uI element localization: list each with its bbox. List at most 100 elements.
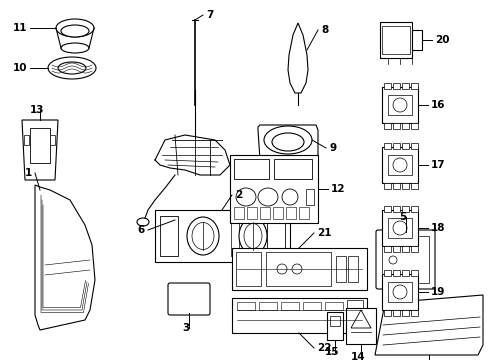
Bar [272, 207, 283, 219]
Ellipse shape [392, 98, 406, 112]
Bar [411, 30, 421, 50]
Bar [305, 189, 313, 205]
Bar [401, 123, 408, 129]
Bar [410, 270, 417, 276]
Ellipse shape [392, 158, 406, 172]
Bar [383, 123, 390, 129]
Bar [259, 302, 276, 310]
Bar [381, 26, 409, 54]
Text: 16: 16 [430, 100, 445, 110]
Text: 6: 6 [138, 225, 145, 235]
Bar [326, 312, 342, 340]
Text: 18: 18 [430, 223, 445, 233]
Bar [410, 183, 417, 189]
FancyBboxPatch shape [168, 283, 209, 315]
Ellipse shape [48, 57, 96, 79]
Bar [392, 206, 399, 212]
Bar [387, 95, 411, 115]
Ellipse shape [61, 25, 89, 37]
Bar [383, 310, 390, 316]
Bar [379, 22, 411, 58]
Bar [383, 270, 390, 276]
Text: 21: 21 [316, 228, 331, 238]
Polygon shape [374, 295, 482, 355]
Text: 14: 14 [350, 352, 365, 360]
Bar [401, 206, 408, 212]
Text: 17: 17 [430, 160, 445, 170]
Bar [24, 135, 29, 145]
Bar [410, 123, 417, 129]
Ellipse shape [236, 188, 256, 206]
Text: 12: 12 [330, 184, 345, 194]
Ellipse shape [282, 189, 297, 205]
Bar [325, 302, 342, 310]
Bar [329, 316, 339, 326]
Bar [401, 270, 408, 276]
Bar [50, 135, 55, 145]
Text: 11: 11 [13, 23, 27, 33]
Ellipse shape [392, 285, 406, 299]
Polygon shape [258, 125, 317, 160]
Bar [392, 310, 399, 316]
Polygon shape [22, 120, 58, 180]
Text: 19: 19 [430, 287, 445, 297]
Ellipse shape [56, 19, 94, 37]
Text: 10: 10 [13, 63, 27, 73]
Ellipse shape [192, 222, 214, 249]
Ellipse shape [244, 224, 262, 248]
Bar [392, 270, 399, 276]
Text: 5: 5 [399, 212, 406, 222]
FancyBboxPatch shape [375, 230, 434, 289]
Bar [401, 83, 408, 89]
Bar [160, 216, 178, 256]
Ellipse shape [264, 126, 311, 154]
Bar [381, 236, 428, 283]
Bar [387, 155, 411, 175]
Bar [231, 248, 366, 290]
Bar [346, 300, 362, 331]
Bar [410, 246, 417, 252]
Bar [273, 159, 311, 179]
Text: 7: 7 [205, 10, 213, 20]
Bar [281, 302, 298, 310]
Bar [30, 128, 50, 163]
Bar [234, 207, 244, 219]
Bar [383, 183, 390, 189]
Text: 9: 9 [328, 143, 335, 153]
Bar [392, 246, 399, 252]
Bar [392, 143, 399, 149]
Polygon shape [350, 310, 370, 328]
Ellipse shape [61, 43, 89, 53]
Polygon shape [35, 185, 95, 330]
Bar [260, 207, 269, 219]
Bar [383, 246, 390, 252]
Text: 8: 8 [320, 25, 327, 35]
Ellipse shape [392, 221, 406, 235]
Ellipse shape [239, 218, 266, 254]
Bar [335, 256, 346, 282]
Bar [383, 206, 390, 212]
Ellipse shape [271, 133, 304, 151]
Ellipse shape [388, 256, 396, 264]
Bar [381, 147, 417, 183]
Bar [392, 183, 399, 189]
Bar [383, 83, 390, 89]
Text: 22: 22 [316, 343, 331, 353]
Bar [246, 207, 257, 219]
Ellipse shape [276, 264, 286, 274]
Text: 3: 3 [182, 323, 189, 333]
Bar [381, 274, 417, 310]
Bar [401, 310, 408, 316]
Bar [410, 206, 417, 212]
Ellipse shape [258, 188, 278, 206]
Bar [347, 256, 357, 282]
Bar [236, 252, 261, 286]
Bar [303, 302, 320, 310]
Polygon shape [287, 23, 307, 93]
Text: 1: 1 [25, 168, 32, 178]
Text: 15: 15 [324, 347, 339, 357]
Bar [234, 159, 268, 179]
Bar [410, 143, 417, 149]
Bar [285, 207, 295, 219]
Bar [383, 143, 390, 149]
